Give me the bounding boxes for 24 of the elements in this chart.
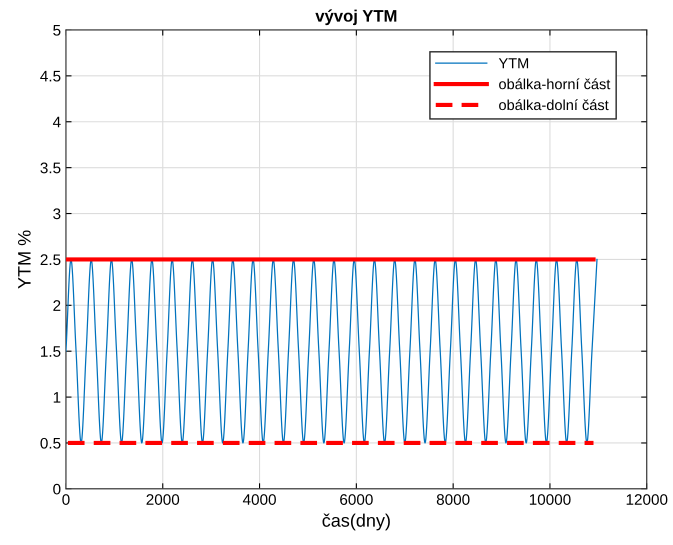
y-tick-label: 2.5 <box>40 254 60 266</box>
y-tick-label: 4.5 <box>40 70 60 82</box>
y-tick-label: 4 <box>52 116 61 128</box>
x-axis-title: čas(dny) <box>322 514 390 530</box>
chart-title: vývoj YTM <box>315 9 396 26</box>
y-axis-title: YTM % <box>18 230 31 289</box>
y-tick-label: 0 <box>53 484 60 495</box>
x-tick-label: 2000 <box>146 494 180 505</box>
legend-label: obálka-dolní část <box>499 99 609 110</box>
x-tick-label: 12000 <box>626 494 668 505</box>
x-tick-label: 10000 <box>530 494 571 505</box>
x-tick-label: 0 <box>62 494 70 505</box>
y-tick-label: 3 <box>53 208 60 220</box>
legend-label: YTM <box>498 58 528 68</box>
x-tick-label: 4000 <box>242 494 276 505</box>
x-tick-label: 8000 <box>436 494 470 505</box>
x-tick-label: 6000 <box>340 494 373 505</box>
y-tick-label: 5 <box>53 25 60 36</box>
y-tick-label: 2 <box>53 300 60 311</box>
legend-label: obálka-horní část <box>499 78 610 90</box>
y-tick-label: 1.5 <box>41 346 60 357</box>
y-tick-label: 1 <box>54 392 60 403</box>
y-tick-label: 0.5 <box>40 438 60 449</box>
y-tick-label: 3.5 <box>40 162 60 174</box>
